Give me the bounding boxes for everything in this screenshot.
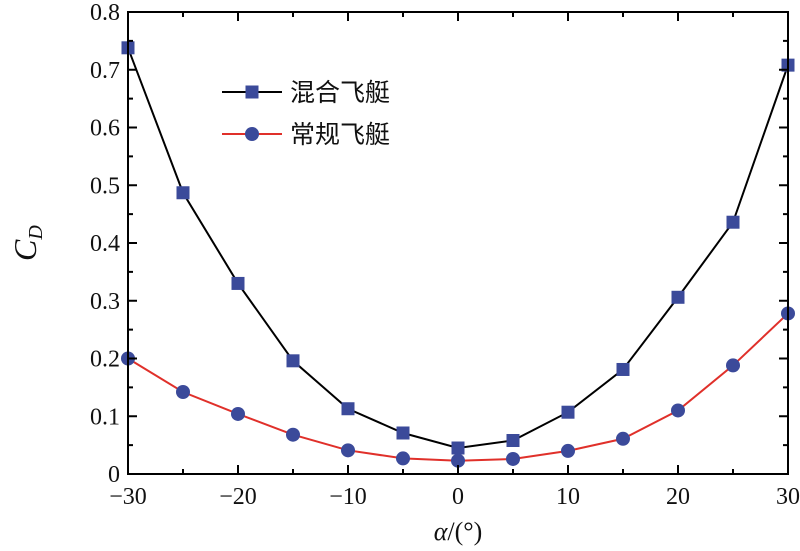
y-tick-label: 0.2 xyxy=(90,347,120,373)
x-tick-label: −30 xyxy=(109,484,147,510)
axis-ticks-layer xyxy=(127,11,789,475)
conventional-data-point xyxy=(451,453,465,468)
y-tick-label: 0.7 xyxy=(90,58,120,84)
legend-label-conventional: 常规飞艇 xyxy=(290,120,390,149)
x-tick-label: 10 xyxy=(556,484,580,510)
conventional-data-point xyxy=(286,427,300,442)
conventional-data-point xyxy=(726,358,740,373)
x-axis-title: α/(°) xyxy=(434,517,483,546)
y-tick-label: 0.3 xyxy=(90,289,120,315)
hybrid-data-point xyxy=(726,215,740,229)
hybrid-data-point xyxy=(286,354,300,368)
conventional-data-point xyxy=(616,431,630,446)
hybrid-data-point xyxy=(616,362,630,376)
conventional-data-point xyxy=(671,403,685,418)
hybrid-data-point xyxy=(671,290,685,304)
hybrid-data-point xyxy=(176,186,190,200)
plot-frame xyxy=(127,11,789,475)
y-tick-label: 0.5 xyxy=(90,173,120,199)
y-axis-title: CD xyxy=(7,225,47,261)
series-line-conventional xyxy=(127,312,789,462)
x-tick-label: −10 xyxy=(329,484,367,510)
x-axis-title-greek: α xyxy=(434,517,449,546)
conventional-data-point xyxy=(396,451,410,466)
x-tick-label: 30 xyxy=(776,484,800,510)
hybrid-data-point xyxy=(231,276,245,290)
x-tick-label: 0 xyxy=(452,484,464,510)
hybrid-data-point xyxy=(506,434,520,448)
series-markers-layer xyxy=(121,41,795,468)
legend-marker-conventional xyxy=(245,127,259,141)
conventional-data-point xyxy=(231,406,245,421)
series-line-hybrid xyxy=(127,47,789,450)
conventional-data-point xyxy=(176,384,190,399)
series-lines-layer xyxy=(127,47,789,462)
legend-label-hybrid: 混合飞艇 xyxy=(290,78,390,107)
y-tick-label: 0.8 xyxy=(90,0,120,26)
y-tick-label: 0.1 xyxy=(90,404,120,430)
y-tick-label: 0 xyxy=(108,462,120,488)
conventional-data-point xyxy=(341,443,355,458)
y-axis-title-main: C xyxy=(7,239,43,261)
x-axis-title-unit: /(°) xyxy=(447,517,482,546)
conventional-data-point xyxy=(506,451,520,466)
y-tick-label: 0.6 xyxy=(90,116,120,142)
conventional-data-point xyxy=(561,443,575,458)
legend-marker-hybrid xyxy=(245,85,259,99)
hybrid-data-point xyxy=(451,441,465,455)
hybrid-data-point xyxy=(341,402,355,416)
tick-labels-layer: −30 −20 −10 0 10 20 30 0 0.1 0.2 0.3 0.4 0.5 0.6 0.7 0.… xyxy=(90,0,800,510)
y-tick-label: 0.4 xyxy=(90,231,120,257)
x-tick-label: 20 xyxy=(666,484,690,510)
hybrid-data-point xyxy=(396,426,410,440)
x-tick-label: −20 xyxy=(219,484,257,510)
y-axis-title-subscript: D xyxy=(25,225,47,241)
hybrid-data-point xyxy=(561,405,575,419)
